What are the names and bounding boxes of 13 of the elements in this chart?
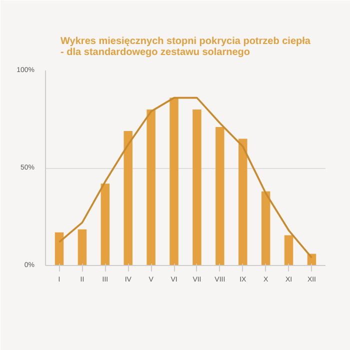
bar [216,127,224,266]
bar [170,98,178,266]
line-series [58,96,313,259]
bar [100,184,110,266]
bar [261,191,270,266]
bar [284,235,294,266]
chart-title: Wykres miesięcznych stopni pokrycia potrzeb ciepła - dla standardowego zestawu solarnego [60,36,311,58]
bar [238,138,248,266]
bar [146,110,156,266]
bar [124,130,132,266]
bar [78,229,87,266]
bar [54,232,64,266]
bar [192,110,202,266]
